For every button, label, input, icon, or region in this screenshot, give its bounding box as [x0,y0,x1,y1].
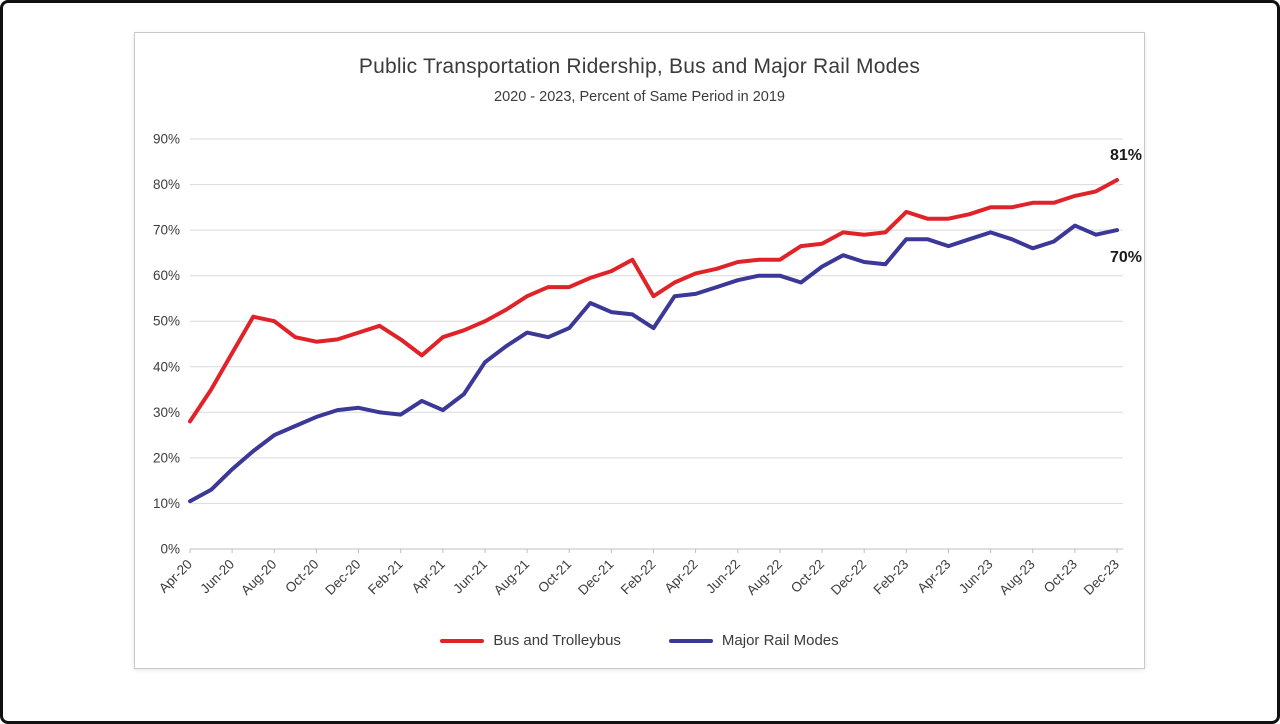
x-tick-label: Aug-20 [238,557,279,598]
x-tick-label: Dec-23 [1081,557,1122,598]
x-tick-label: Oct-21 [535,557,574,596]
svg-text:Dec-22: Dec-22 [828,557,869,598]
svg-text:Jun-23: Jun-23 [956,557,996,597]
bus-line-swatch [440,638,485,643]
x-tick-label: Apr-20 [156,557,195,596]
x-tick-label: Jun-21 [450,557,490,597]
x-tick-label: Aug-22 [744,557,785,598]
x-tick-label: Apr-23 [914,557,953,596]
x-tick-label: Oct-20 [282,557,321,596]
y-tick-label: 60% [153,268,180,283]
x-tick-label: Aug-21 [491,557,532,598]
svg-text:Aug-21: Aug-21 [491,557,532,598]
svg-text:Jun-20: Jun-20 [197,557,237,597]
x-tick-label: Apr-22 [661,557,700,596]
x-tick-label: Dec-20 [322,557,363,598]
rail-line-swatch [668,638,713,643]
x-tick-label: Jun-20 [197,557,237,597]
major-rail-modes-line [188,223,1119,504]
svg-text:Oct-22: Oct-22 [788,557,827,596]
svg-text:Oct-23: Oct-23 [1041,557,1080,596]
y-tick-label: 80% [153,177,180,192]
annotation-bus-and-trolleybus: 81% [1110,147,1142,164]
chart-canvas: 0%10%20%30%40%50%60%70%80%90%Apr-20 Jun-2… [153,132,1142,598]
y-tick-label: 50% [153,314,180,329]
legend-item-bus: Bus and Trolleybus [440,632,621,649]
y-tick-label: 40% [153,359,180,374]
y-tick-label: 30% [153,405,180,420]
y-tick-label: 10% [153,496,180,511]
x-tick-label: Aug-23 [996,557,1037,598]
x-tick-label: Jun-23 [956,557,996,597]
x-tick-label: Jun-22 [703,557,743,597]
svg-text:Apr-23: Apr-23 [914,557,953,596]
svg-text:Aug-23: Aug-23 [996,557,1037,598]
x-tick-label: Apr-21 [409,557,448,596]
chart-title: Public Transportation Ridership, Bus and… [358,55,921,78]
y-tick-label: 20% [153,450,180,465]
x-tick-label: Oct-22 [788,557,827,596]
x-tick-label: Feb-23 [871,557,912,598]
chart-subtitle: 2020 - 2023, Percent of Same Period in 2… [494,89,785,105]
svg-text:Jun-21: Jun-21 [450,557,490,597]
x-tick-label: Dec-22 [828,557,869,598]
svg-text:Apr-21: Apr-21 [409,557,448,596]
legend-item-rail: Major Rail Modes [668,632,839,649]
bus-and-trolleybus-line [188,178,1119,424]
svg-text:Apr-22: Apr-22 [661,557,700,596]
svg-text:Dec-23: Dec-23 [1081,557,1122,598]
svg-text:Aug-20: Aug-20 [238,557,279,598]
x-tick-label: Feb-21 [365,557,406,598]
svg-text:Aug-22: Aug-22 [744,557,785,598]
x-tick-label: Oct-23 [1041,557,1080,596]
x-tick-label: Feb-22 [618,557,659,598]
svg-text:Feb-22: Feb-22 [618,557,659,598]
svg-text:Jun-22: Jun-22 [703,557,743,597]
svg-text:Apr-20: Apr-20 [156,557,195,596]
legend-label-bus: Bus and Trolleybus [493,632,621,649]
y-tick-label: 70% [153,223,180,238]
svg-text:Oct-21: Oct-21 [535,557,574,596]
chart-panel: Public Transportation Ridership, Bus and… [134,32,1145,669]
svg-text:Feb-23: Feb-23 [871,557,912,598]
svg-text:Dec-20: Dec-20 [322,557,363,598]
legend-label-rail: Major Rail Modes [721,632,839,649]
y-tick-label: 90% [153,132,180,147]
chart-legend: Bus and Trolleybus Major Rail Modes [135,632,1144,649]
x-tick-label: Dec-21 [575,557,616,598]
svg-text:Oct-20: Oct-20 [282,557,321,596]
annotation-major-rail-modes: 70% [1110,249,1142,266]
y-tick-label: 0% [160,542,180,557]
svg-text:Feb-21: Feb-21 [365,557,406,598]
svg-text:Dec-21: Dec-21 [575,557,616,598]
